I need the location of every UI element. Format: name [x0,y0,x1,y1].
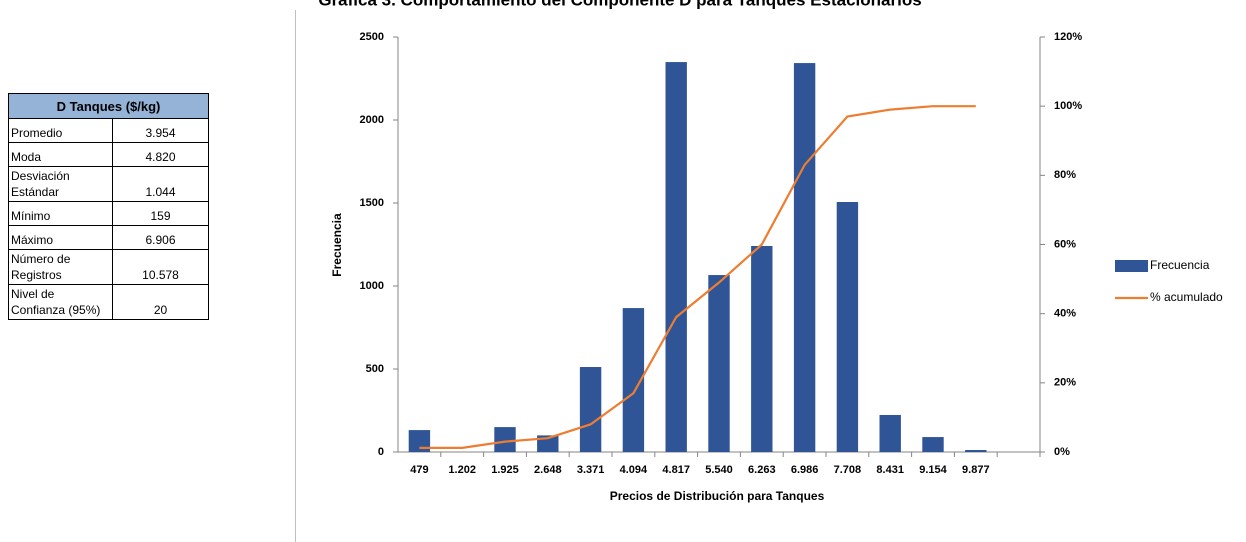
x-tick-label: 4.817 [662,464,690,476]
bar [665,62,687,452]
y-tick-label: 2500 [360,31,384,43]
table-row: Nivel de Confianza (95%) 20 [8,284,209,320]
bar [494,427,516,452]
legend-label: Frecuencia [1150,258,1210,272]
bar [965,450,987,452]
line [419,105,976,449]
row-value: 1.044 [112,166,209,202]
x-tick-label: 1.925 [491,464,519,476]
row-label: Promedio [8,118,113,143]
table-row: Máximo 6.906 [8,225,209,250]
x-tick-label: 1.202 [448,464,476,476]
table-row: Mínimo 159 [8,201,209,226]
x-axis-title: Precios de Distribución para Tanques [610,489,825,503]
x-tick-label: 2.648 [534,464,562,476]
y2-tick-label: 120% [1054,31,1082,43]
bar [622,308,645,452]
row-value: 4.820 [112,142,209,167]
bar [879,414,901,452]
x-tick-label: 6.986 [791,464,819,476]
y2-tick-label: 40% [1054,308,1076,320]
x-tick-label: 479 [410,464,428,476]
bar [836,202,859,452]
table-row: Número de Registros 10.578 [8,249,209,285]
legend-swatch [1115,260,1148,272]
x-tick-label: 9.877 [962,464,990,476]
y2-tick-label: 80% [1054,169,1076,181]
row-value: 20 [112,284,209,320]
y2-tick-label: 100% [1054,100,1082,112]
y-tick-label: 0 [378,446,384,458]
y2-tick-label: 0% [1054,446,1070,458]
table-body: Promedio 3.954 Moda 4.820 Desviación Estánda… [8,118,209,320]
row-label: Desviación Estándar [8,166,113,202]
x-tick-label: 9.154 [919,464,947,476]
legend-label: % acumulado [1150,290,1223,304]
row-label: Número de Registros [8,249,113,285]
table-row: Promedio 3.954 [8,118,209,143]
y-axis-title: Frecuencia [330,213,344,277]
x-tick-label: 5.540 [705,464,733,476]
y2-tick-label: 20% [1054,377,1076,389]
bar [751,245,773,452]
table-row: Desviación Estándar 1.044 [8,166,209,202]
bar [922,437,944,452]
y-tick-label: 2000 [360,114,384,126]
bar [793,63,816,452]
y2-tick-label: 60% [1054,238,1076,250]
x-tick-label: 8.431 [876,464,904,476]
x-tick-label: 4.094 [620,464,648,476]
x-tick-label: 6.263 [748,464,776,476]
bar [708,275,730,452]
row-value: 10.578 [112,249,209,285]
y-tick-label: 500 [366,363,384,375]
row-value: 3.954 [112,118,209,143]
bar [579,367,602,452]
y-tick-label: 1000 [360,280,384,292]
y-tick-label: 1500 [360,197,384,209]
stats-table: D Tanques ($/kg) Promedio 3.954 Moda 4.820 D… [8,93,209,320]
chart-title: Gráfica 3. Comportamiento del Componente… [318,0,921,9]
row-label: Nivel de Confianza (95%) [8,284,113,320]
x-tick-label: 3.371 [577,464,605,476]
table-header: D Tanques ($/kg) [8,93,209,119]
bar [408,430,431,452]
x-tick-label: 7.708 [834,464,862,476]
